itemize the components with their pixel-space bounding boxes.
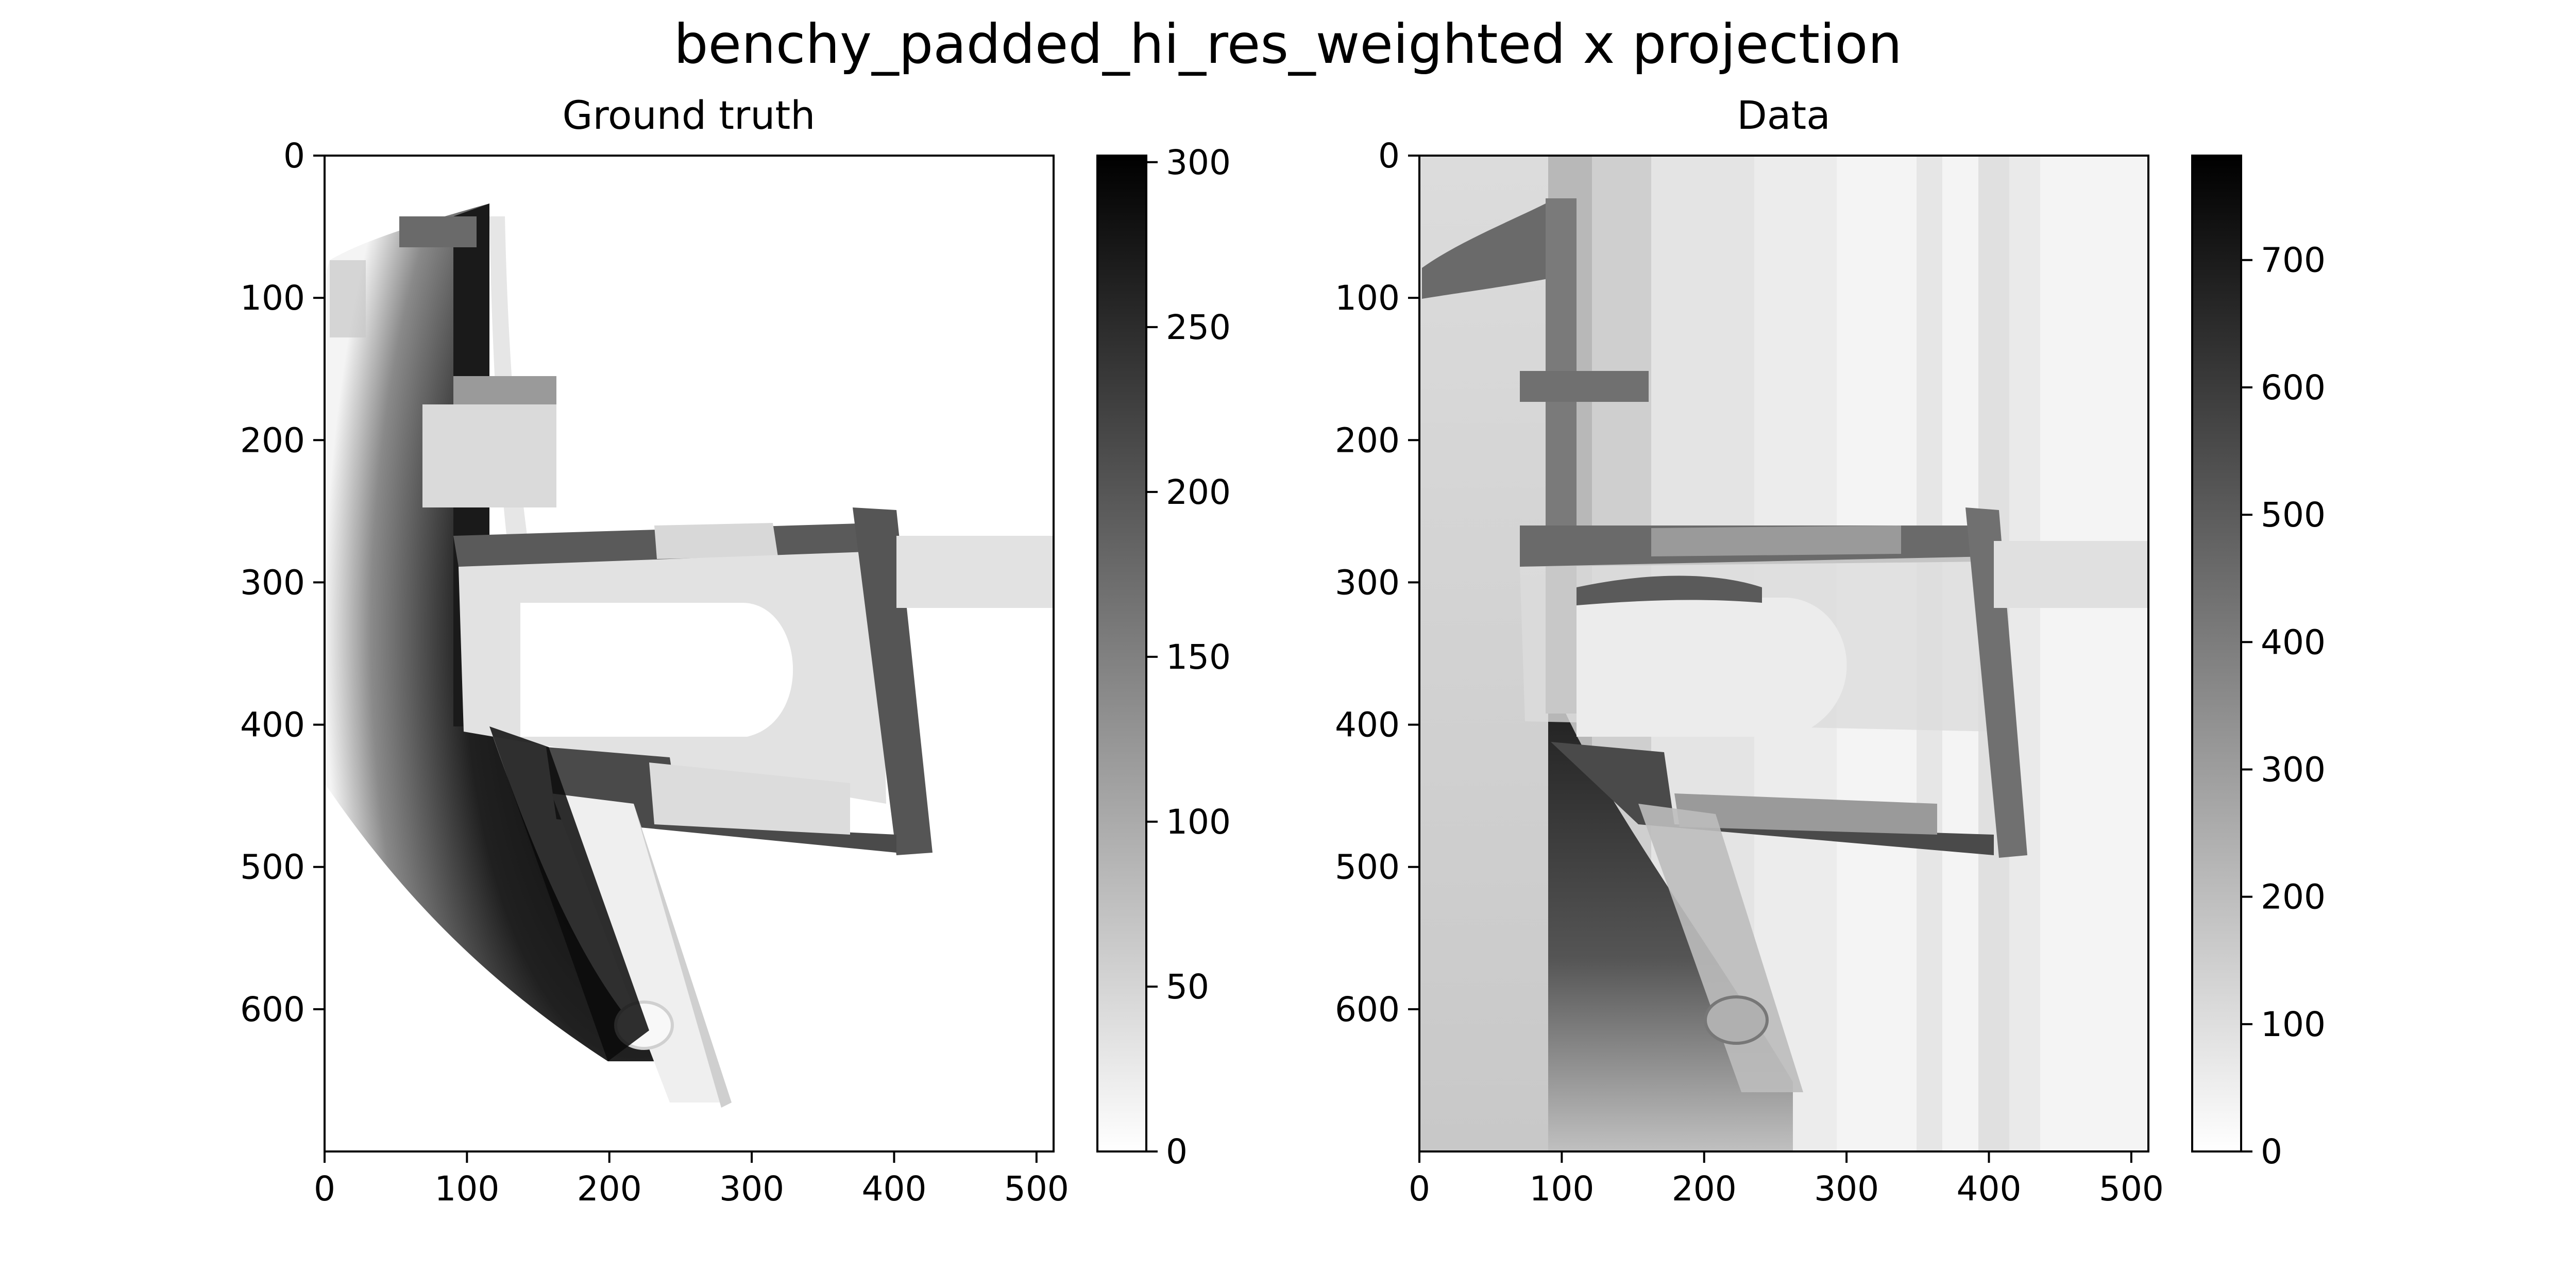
x-tick-label: 200 [577, 1169, 642, 1209]
panel-title: Data [1737, 92, 1830, 138]
axes-frame [1418, 155, 2149, 1153]
y-tick-label: 500 [240, 848, 305, 887]
x-tick-label: 500 [1004, 1169, 1069, 1209]
x-axis-ticks: 0 100 200 300 400 500 [314, 1151, 1069, 1209]
y-tick-label: 400 [1335, 705, 1400, 745]
x-tick-label: 0 [1409, 1169, 1430, 1209]
y-tick-label: 0 [283, 136, 305, 176]
colorbar-tick-label: 600 [2261, 368, 2326, 408]
colorbar-tick-label: 250 [1166, 308, 1231, 347]
y-tick-label: 200 [240, 420, 305, 460]
y-tick-label: 300 [240, 563, 305, 602]
colorbar [2191, 155, 2242, 1153]
colorbar-tick-label: 300 [2261, 750, 2326, 789]
y-tick-label: 200 [1335, 420, 1400, 460]
colorbar-tick-label: 0 [2261, 1132, 2282, 1172]
y-tick-label: 400 [240, 705, 305, 745]
panel-data: Data [1335, 92, 2326, 1209]
x-tick-label: 400 [861, 1169, 926, 1209]
y-tick-label: 600 [1335, 990, 1400, 1029]
x-tick-label: 300 [1814, 1169, 1879, 1209]
colorbar-tick-label: 0 [1166, 1132, 1188, 1172]
x-tick-label: 100 [434, 1169, 499, 1209]
colorbar-tick-label: 150 [1166, 637, 1231, 677]
y-tick-label: 0 [1378, 136, 1400, 176]
y-tick-label: 600 [240, 990, 305, 1029]
figure-title: benchy_padded_hi_res_weighted x projecti… [674, 13, 1902, 76]
y-tick-label: 100 [240, 278, 305, 318]
colorbar [1096, 155, 1147, 1153]
x-axis-ticks: 0 100 200 300 400 500 [1409, 1151, 2164, 1209]
colorbar-tick-label: 100 [1166, 802, 1231, 842]
colorbar-tick-label: 50 [1166, 967, 1209, 1007]
x-tick-label: 200 [1672, 1169, 1737, 1209]
x-tick-label: 0 [314, 1169, 335, 1209]
axes-frame [324, 155, 1055, 1153]
colorbar-tick-label: 400 [2261, 622, 2326, 662]
panel-ground-truth: Ground truth [240, 92, 1231, 1209]
colorbar-tick-label: 300 [1166, 143, 1231, 182]
heatmap-image [325, 156, 1054, 1151]
colorbar-tick-label: 200 [1166, 472, 1231, 512]
colorbar-tick-label: 500 [2261, 495, 2326, 535]
x-tick-label: 500 [2099, 1169, 2164, 1209]
x-tick-label: 100 [1529, 1169, 1594, 1209]
y-tick-label: 500 [1335, 848, 1400, 887]
colorbar-ticks: 0 100 200 300 400 500 600 700 [2241, 241, 2326, 1172]
colorbar-tick-label: 200 [2261, 877, 2326, 917]
y-tick-label: 300 [1335, 563, 1400, 602]
heatmap-image [1419, 156, 2148, 1151]
colorbar-tick-label: 700 [2261, 241, 2326, 280]
colorbar-tick-label: 100 [2261, 1005, 2326, 1044]
colorbar-ticks: 0 50 100 150 200 250 300 [1146, 143, 1231, 1172]
x-tick-label: 300 [719, 1169, 784, 1209]
y-axis-ticks: 0 100 200 300 400 500 600 [1335, 136, 1419, 1029]
y-tick-label: 100 [1335, 278, 1400, 318]
y-axis-ticks: 0 100 200 300 400 500 600 [240, 136, 325, 1029]
x-tick-label: 400 [1956, 1169, 2021, 1209]
panel-title: Ground truth [563, 92, 816, 138]
